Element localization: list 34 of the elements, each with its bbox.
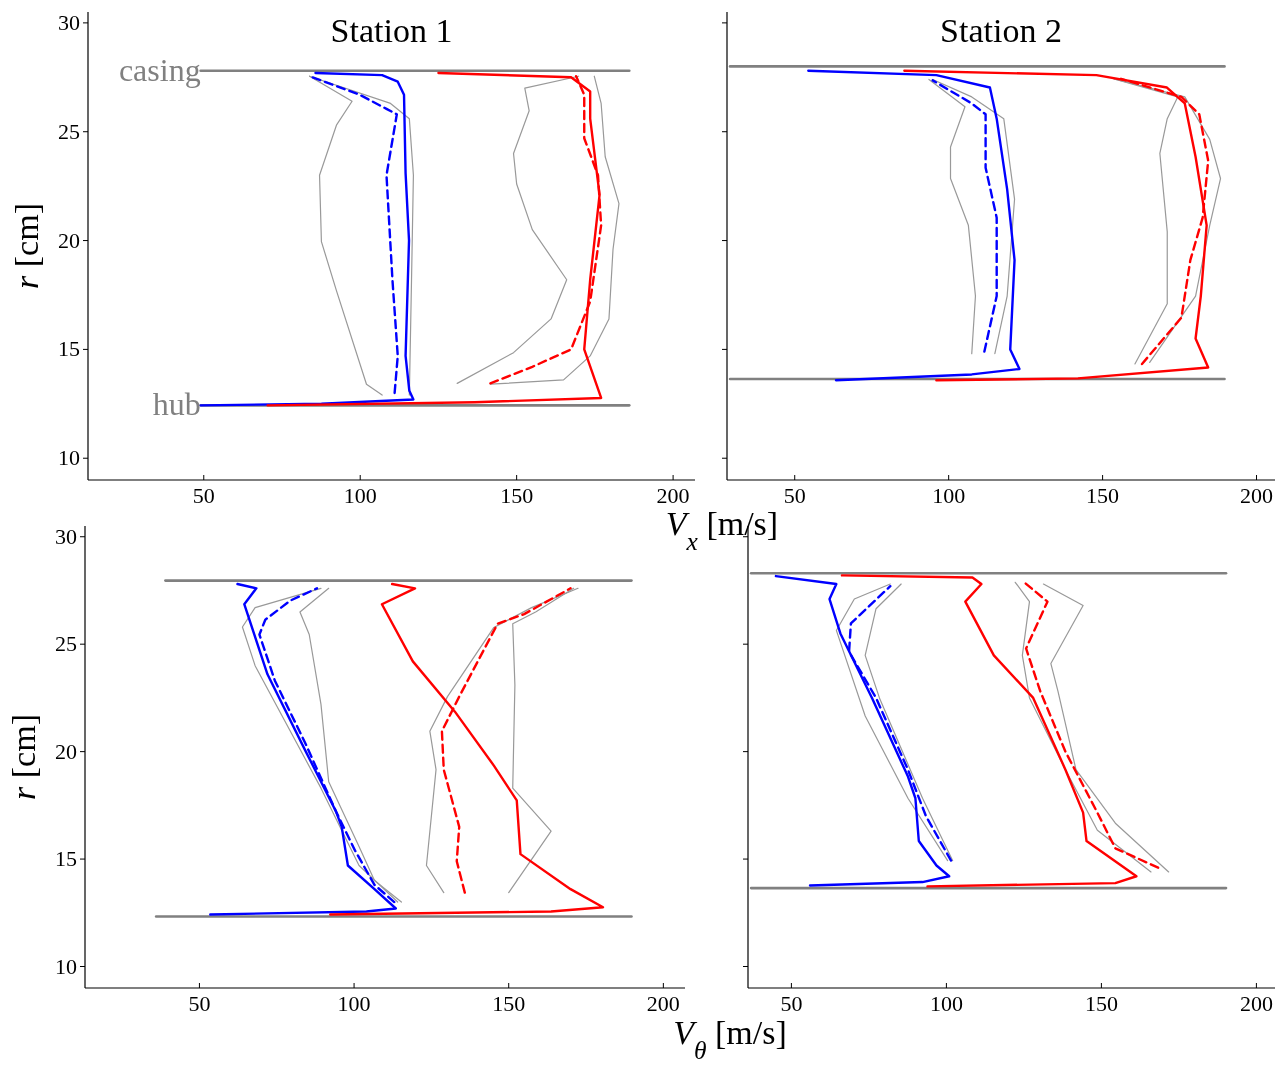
y-tick-label: 30 — [55, 523, 77, 549]
y-tick-label: 25 — [55, 631, 77, 657]
y-tick-label: 10 — [58, 445, 80, 471]
x-tick-label: 50 — [783, 483, 806, 508]
y-tick-label: 15 — [55, 846, 77, 872]
x-tick-label: 50 — [188, 991, 211, 1016]
y-tick-label: 30 — [58, 9, 80, 35]
x-tick-label: 200 — [1240, 483, 1274, 508]
x-tick-label: 100 — [343, 483, 377, 508]
x-tick-label: 100 — [337, 991, 371, 1016]
x-tick-label: 200 — [656, 483, 690, 508]
x-tick-label: 100 — [932, 483, 966, 508]
y-tick-label: 15 — [58, 336, 80, 362]
x-tick-label: 150 — [1086, 483, 1120, 508]
x-tick-label: 200 — [1239, 991, 1273, 1016]
chart-title: Station 2 — [940, 12, 1062, 49]
y-tick-label: 20 — [55, 738, 77, 764]
y-axis-title: r [cm] — [5, 714, 42, 800]
annotation: hub — [152, 386, 201, 423]
y-tick-label: 25 — [58, 118, 80, 144]
x-tick-label: 150 — [1084, 991, 1118, 1016]
x-tick-label: 200 — [646, 991, 680, 1016]
x-tick-label: 50 — [780, 991, 803, 1016]
chart-title: Station 1 — [330, 12, 453, 49]
y-tick-label: 10 — [55, 953, 77, 979]
x-tick-label: 150 — [492, 991, 526, 1016]
y-tick-label: 20 — [58, 227, 80, 253]
x-tick-label: 100 — [929, 991, 963, 1016]
annotation: casing — [118, 51, 201, 88]
y-axis-title: r [cm] — [8, 203, 45, 289]
x-tick-label: 150 — [500, 483, 534, 508]
x-axis-title: V$_{θ}$ [m/s] — [673, 1014, 787, 1065]
x-tick-label: 50 — [192, 483, 215, 508]
x-axis-title: V$_{x}$ [m/s] — [665, 505, 779, 556]
